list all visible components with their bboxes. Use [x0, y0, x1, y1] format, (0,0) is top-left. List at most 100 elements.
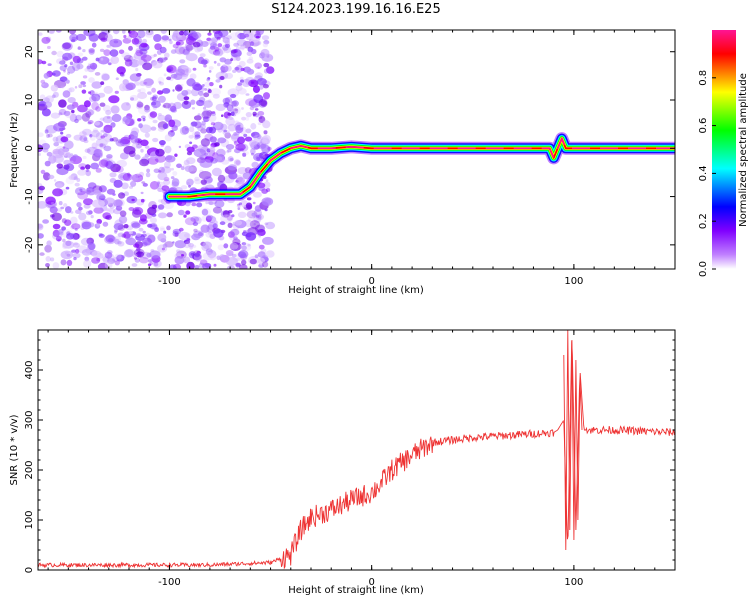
noise-blob — [117, 241, 122, 245]
noise-blob — [45, 36, 52, 42]
noise-blob — [152, 137, 159, 143]
noise-blob — [106, 154, 113, 159]
noise-blob — [178, 46, 191, 55]
noise-blob — [111, 137, 119, 142]
noise-blob — [237, 211, 247, 218]
noise-blob — [94, 121, 101, 126]
noise-blob — [145, 172, 151, 178]
snr-panel: -100 0 100 0 100 200 300 400 Height of straight… — [9, 329, 676, 596]
noise-blob — [103, 145, 112, 152]
y-tick-label: 300 — [24, 410, 35, 429]
noise-blob — [227, 164, 237, 171]
noise-blob — [253, 223, 256, 226]
noise-blob — [237, 88, 247, 95]
noise-blob — [115, 139, 126, 147]
noise-blob — [93, 148, 103, 158]
snr-ylabel: SNR (10 * v/v) — [9, 414, 20, 485]
noise-blob — [260, 48, 270, 57]
noise-blob — [199, 169, 204, 174]
noise-blob — [234, 66, 240, 71]
noise-blob — [225, 35, 232, 40]
noise-blob — [191, 107, 195, 110]
noise-blob — [204, 88, 208, 91]
noise-blob — [46, 151, 53, 157]
noise-blob — [174, 46, 186, 55]
noise-blob — [238, 60, 246, 68]
noise-blob — [64, 140, 74, 150]
noise-blob — [125, 237, 136, 246]
noise-blob — [241, 259, 247, 266]
noise-blob — [188, 134, 194, 139]
noise-blob — [149, 111, 158, 118]
noise-blob — [122, 173, 133, 182]
noise-blob — [94, 72, 101, 76]
noise-blob — [69, 61, 74, 66]
noise-blob — [227, 88, 239, 97]
noise-blob — [222, 97, 230, 105]
noise-blob — [157, 233, 167, 242]
noise-blob — [83, 30, 96, 37]
noise-blob — [235, 46, 241, 51]
noise-blob — [215, 154, 225, 163]
noise-blob — [137, 89, 141, 93]
spectrogram-ylabel: Frequency (Hz) — [9, 112, 20, 188]
noise-blob — [135, 233, 142, 237]
noise-blob — [205, 151, 214, 157]
noise-blob — [227, 222, 233, 228]
noise-blob — [77, 47, 82, 50]
noise-blob — [167, 130, 175, 137]
noise-blob — [60, 206, 65, 210]
noise-blob — [241, 116, 247, 121]
noise-blob — [217, 137, 227, 144]
noise-blob — [98, 185, 107, 193]
noise-blob — [254, 205, 262, 212]
noise-blob — [52, 262, 60, 269]
noise-blob — [228, 172, 238, 180]
noise-blob — [154, 43, 162, 51]
noise-blob — [207, 32, 212, 36]
colorbar-ticks: 0.0 0.2 0.4 0.6 0.8 — [698, 70, 716, 277]
noise-blob — [194, 121, 202, 129]
noise-blob — [122, 30, 126, 34]
noise-blob — [157, 172, 168, 181]
noise-blob — [137, 118, 142, 122]
noise-blob — [64, 219, 72, 226]
noise-blob — [236, 177, 245, 185]
noise-blob — [74, 86, 78, 89]
noise-blob — [60, 259, 67, 266]
noise-blob — [68, 175, 75, 181]
noise-blob — [177, 209, 185, 216]
noise-blob — [166, 76, 172, 81]
noise-blob — [265, 250, 275, 258]
noise-blob — [238, 250, 249, 259]
noise-blob — [180, 166, 185, 171]
noise-blob — [91, 257, 101, 264]
noise-blob — [45, 256, 51, 262]
noise-blob — [245, 112, 252, 118]
noise-blob — [222, 37, 230, 44]
colorbar-label: Normalized spectral amplitude — [738, 73, 749, 227]
noise-blob — [145, 33, 149, 37]
noise-blob — [240, 67, 245, 72]
noise-blob — [192, 221, 199, 226]
noise-blob — [89, 134, 93, 138]
noise-blob — [146, 168, 151, 173]
noise-blob — [147, 263, 152, 267]
noise-blob — [83, 198, 94, 206]
noise-blob — [121, 102, 131, 111]
noise-blob — [70, 153, 74, 156]
noise-blob — [113, 223, 124, 230]
noise-blob — [39, 94, 46, 100]
noise-blob — [159, 226, 165, 230]
noise-blob — [131, 173, 144, 183]
noise-blob — [198, 171, 212, 180]
y-tick-label: 20 — [24, 45, 35, 58]
noise-blob — [219, 254, 226, 261]
noise-blob — [183, 30, 189, 36]
noise-blob — [100, 37, 108, 43]
noise-blob — [140, 139, 149, 147]
noise-blob — [123, 134, 131, 140]
noise-blob — [193, 148, 206, 158]
noise-blob — [232, 69, 237, 74]
